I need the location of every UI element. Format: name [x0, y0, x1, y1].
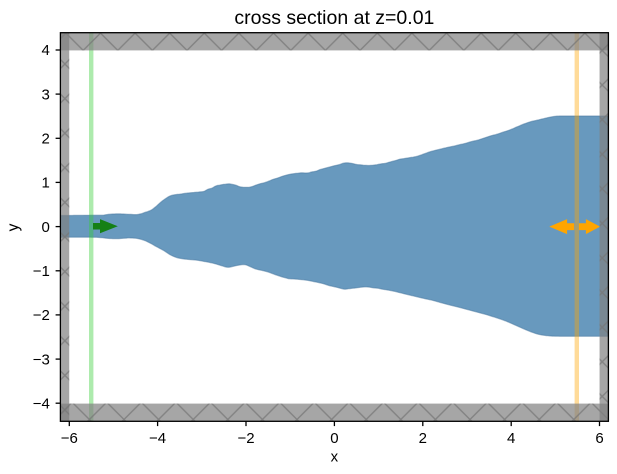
- svg-text:−2: −2: [237, 430, 254, 447]
- svg-text:0: 0: [330, 430, 338, 447]
- svg-text:−4: −4: [149, 430, 166, 447]
- svg-text:2: 2: [41, 131, 49, 148]
- svg-text:−2: −2: [33, 307, 50, 324]
- svg-text:cross section at z=0.01: cross section at z=0.01: [234, 7, 434, 29]
- svg-text:6: 6: [595, 430, 603, 447]
- svg-text:−6: −6: [61, 430, 78, 447]
- svg-text:−3: −3: [33, 351, 50, 368]
- svg-text:y: y: [5, 223, 22, 231]
- svg-text:1: 1: [41, 175, 49, 192]
- svg-text:−4: −4: [33, 395, 50, 412]
- svg-text:2: 2: [419, 430, 427, 447]
- svg-text:x: x: [331, 449, 339, 466]
- svg-text:3: 3: [41, 86, 49, 103]
- svg-text:0: 0: [41, 219, 49, 236]
- svg-text:4: 4: [41, 42, 49, 59]
- svg-text:−1: −1: [33, 263, 50, 280]
- svg-text:4: 4: [507, 430, 515, 447]
